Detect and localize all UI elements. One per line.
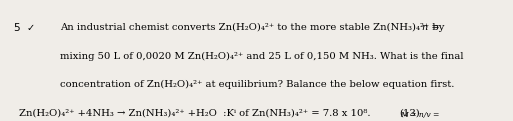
- Text: mixing 50 L of 0,0020 M Zn(H₂O)₄²⁺ and 25 L of 0,150 M NH₃. What is the final: mixing 50 L of 0,0020 M Zn(H₂O)₄²⁺ and 2…: [60, 52, 464, 61]
- Text: Zn(H₂O)₄²⁺ +4NH₃ → Zn(NH₃)₄²⁺ +H₂O  :Kⁱ of Zn(NH₃)₄²⁺ = 7.8 x 10⁸.: Zn(H₂O)₄²⁺ +4NH₃ → Zn(NH₃)₄²⁺ +H₂O :Kⁱ o…: [19, 108, 371, 117]
- Text: 5: 5: [13, 23, 19, 33]
- Text: M = n/v =: M = n/v =: [400, 111, 439, 119]
- Text: n =: n =: [422, 23, 440, 32]
- Text: (13): (13): [400, 108, 421, 117]
- Text: An industrial chemist converts Zn(H₂O)₄²⁺ to the more stable Zn(NH₃)₄²⁺ by: An industrial chemist converts Zn(H₂O)₄²…: [60, 23, 445, 32]
- Text: concentration of Zn(H₂O)₄²⁺ at equilibrium? Balance the below equation first.: concentration of Zn(H₂O)₄²⁺ at equilibri…: [60, 80, 455, 89]
- Text: ✓: ✓: [26, 23, 34, 33]
